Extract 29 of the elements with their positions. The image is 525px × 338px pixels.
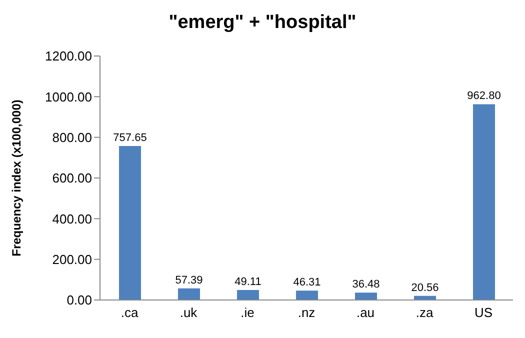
data-label: 57.39 bbox=[175, 274, 203, 286]
x-tick-label: .uk bbox=[180, 305, 198, 320]
y-tick-label: 800.00 bbox=[52, 130, 92, 145]
y-tick-label: 0.00 bbox=[66, 292, 92, 308]
data-label: 46.31 bbox=[293, 276, 321, 289]
bar bbox=[178, 288, 200, 300]
data-label: 36.48 bbox=[352, 278, 380, 291]
data-label: 757.65 bbox=[113, 132, 147, 144]
y-tick-label: 600.00 bbox=[52, 170, 92, 186]
x-tick-label: .au bbox=[356, 305, 375, 320]
x-tick-label: .za bbox=[416, 305, 434, 320]
y-tick-label: 400.00 bbox=[52, 211, 92, 226]
bar bbox=[355, 292, 377, 300]
x-tick-label: .nz bbox=[298, 305, 316, 320]
bar bbox=[473, 104, 495, 300]
bar bbox=[296, 290, 318, 300]
y-axis-title: Frequency index (x100,000) bbox=[9, 100, 24, 256]
x-tick-label: .ca bbox=[120, 305, 139, 320]
y-tick-label: 1000.00 bbox=[45, 89, 92, 104]
data-label: 49.11 bbox=[234, 276, 262, 288]
bar bbox=[119, 146, 141, 300]
y-tick-label: 200.00 bbox=[52, 252, 92, 267]
x-tick-label: .ie bbox=[240, 305, 254, 320]
bar bbox=[237, 290, 259, 300]
y-tick-label: 1200.00 bbox=[45, 48, 92, 64]
chart-title: "emerg" + "hospital" bbox=[168, 12, 358, 34]
data-label: 962.80 bbox=[467, 90, 501, 102]
data-label: 20.56 bbox=[411, 282, 439, 294]
x-tick-label: US bbox=[474, 305, 493, 320]
